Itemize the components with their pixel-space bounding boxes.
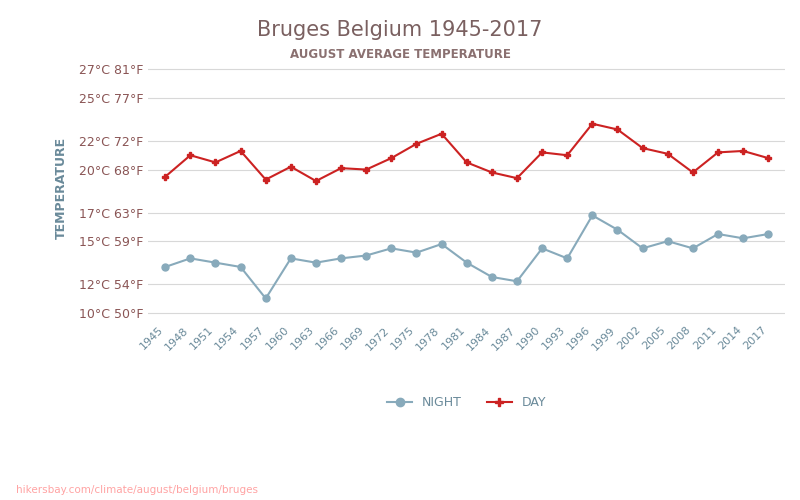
Y-axis label: TEMPERATURE: TEMPERATURE [55,136,68,238]
Text: AUGUST AVERAGE TEMPERATURE: AUGUST AVERAGE TEMPERATURE [290,48,510,60]
Text: Bruges Belgium 1945-2017: Bruges Belgium 1945-2017 [258,20,542,40]
Text: hikersbay.com/climate/august/belgium/bruges: hikersbay.com/climate/august/belgium/bru… [16,485,258,495]
Legend: NIGHT, DAY: NIGHT, DAY [382,392,551,414]
